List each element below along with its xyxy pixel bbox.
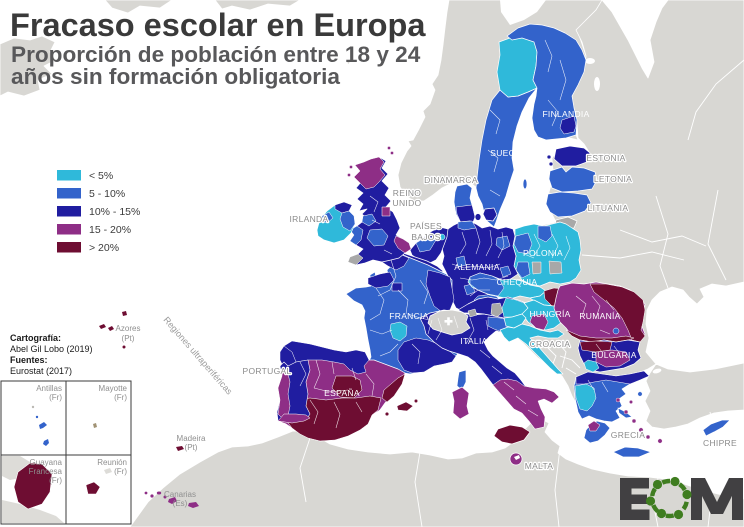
svg-text:Guayana: Guayana xyxy=(30,458,63,467)
svg-text:(Es): (Es) xyxy=(173,499,188,508)
svg-text:ESPAÑA: ESPAÑA xyxy=(324,388,360,398)
svg-text:(Pt): (Pt) xyxy=(122,334,135,343)
svg-text:Canarias: Canarias xyxy=(164,490,196,499)
svg-text:años sin formación obligatoria: años sin formación obligatoria xyxy=(11,64,340,89)
svg-text:< 5%: < 5% xyxy=(89,170,113,182)
svg-text:GRECIA: GRECIA xyxy=(611,430,645,440)
svg-text:PAÍSES: PAÍSES xyxy=(410,221,442,231)
svg-text:Fracaso escolar en Europa: Fracaso escolar en Europa xyxy=(10,7,426,43)
svg-text:Cartografía:: Cartografía: xyxy=(10,333,61,343)
svg-text:(Pt): (Pt) xyxy=(185,443,198,452)
svg-text:Francesa: Francesa xyxy=(29,467,63,476)
svg-text:Fuentes:: Fuentes: xyxy=(10,355,48,365)
svg-text:UNIDO: UNIDO xyxy=(393,198,422,208)
svg-text:PORTUGAL: PORTUGAL xyxy=(242,366,291,376)
svg-text:BULGARIA: BULGARIA xyxy=(591,350,636,360)
svg-text:Abel Gil Lobo (2019): Abel Gil Lobo (2019) xyxy=(10,344,93,354)
svg-text:FRANCIA: FRANCIA xyxy=(389,311,428,321)
svg-text:Mayotte: Mayotte xyxy=(99,384,128,393)
svg-text:(Fr): (Fr) xyxy=(49,393,62,402)
svg-text:Proporción de población entre: Proporción de población entre 18 y 24 xyxy=(11,42,421,67)
svg-text:CROACIA: CROACIA xyxy=(530,339,571,349)
svg-text:SUECIA: SUECIA xyxy=(490,148,523,158)
svg-text:POLONIA: POLONIA xyxy=(523,248,563,258)
svg-text:(Fr): (Fr) xyxy=(114,467,127,476)
svg-text:IRLANDA: IRLANDA xyxy=(290,214,329,224)
svg-text:REINO: REINO xyxy=(393,188,422,198)
svg-text:Reunión: Reunión xyxy=(97,458,127,467)
svg-text:LETONIA: LETONIA xyxy=(594,174,632,184)
svg-text:FINLANDIA: FINLANDIA xyxy=(542,109,589,119)
svg-text:Madeira: Madeira xyxy=(177,434,206,443)
svg-text:> 20%: > 20% xyxy=(89,242,119,254)
svg-text:Azores: Azores xyxy=(116,324,141,333)
svg-text:ITALIA: ITALIA xyxy=(460,336,487,346)
svg-text:DINAMARCA: DINAMARCA xyxy=(424,175,478,185)
svg-text:CHIPRE: CHIPRE xyxy=(703,438,737,448)
svg-text:ESTONIA: ESTONIA xyxy=(586,153,625,163)
svg-text:ALEMANIA: ALEMANIA xyxy=(454,262,499,272)
svg-text:15 - 20%: 15 - 20% xyxy=(89,224,131,236)
svg-text:RUMANÍA: RUMANÍA xyxy=(579,311,620,321)
svg-text:LITUANIA: LITUANIA xyxy=(588,203,629,213)
svg-text:10% - 15%: 10% - 15% xyxy=(89,206,140,218)
svg-text:(Fr): (Fr) xyxy=(114,393,127,402)
svg-text:(Fr): (Fr) xyxy=(49,476,62,485)
svg-text:CHEQUIA: CHEQUIA xyxy=(497,277,538,287)
svg-text:BAJOS: BAJOS xyxy=(411,232,440,242)
svg-text:Antillas: Antillas xyxy=(36,384,62,393)
svg-text:Eurostat (2017): Eurostat (2017) xyxy=(10,366,72,376)
svg-text:5 - 10%: 5 - 10% xyxy=(89,188,125,200)
svg-text:HUNGRÍA: HUNGRÍA xyxy=(529,309,570,319)
svg-text:MALTA: MALTA xyxy=(525,461,554,471)
